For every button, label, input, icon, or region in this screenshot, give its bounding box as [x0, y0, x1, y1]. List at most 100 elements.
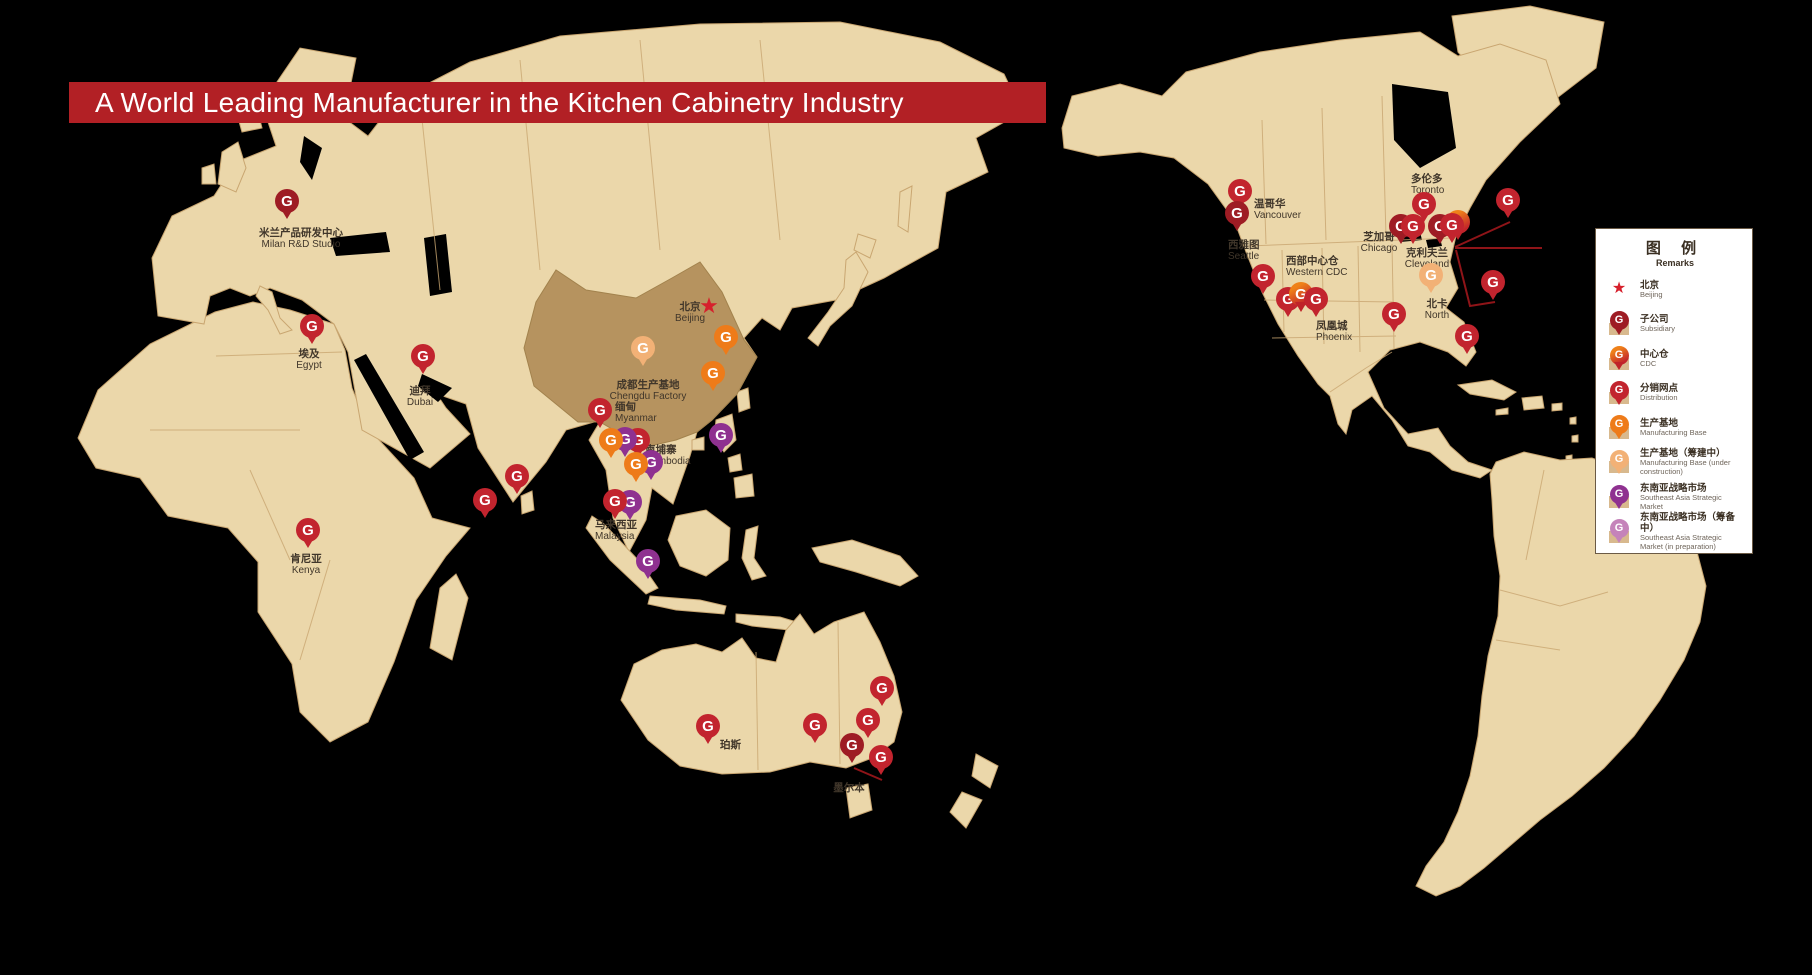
legend-item-distribution: G 分销网点 Distribution — [1604, 376, 1746, 411]
island-newguinea — [811, 539, 919, 587]
pin-letter: G — [645, 453, 657, 471]
legend-title-zh: 图 例 — [1645, 240, 1705, 257]
legend-item-sea-market: G 东南亚战略市场 Southeast Asia Strategic Marke… — [1604, 480, 1746, 515]
pin-letter: G — [720, 328, 732, 346]
inland-seas — [300, 84, 1456, 460]
legend-panel: 图 例 Remarks ★ 北京 Beijing G 子公司 Subsidiar… — [1595, 228, 1753, 554]
leader-line-2 — [1455, 249, 1496, 308]
map-pin-canberra: G — [856, 708, 880, 732]
island-taiwan — [736, 387, 751, 413]
map-pin-melbourne: G — [840, 733, 864, 757]
label-en: Chicago — [1360, 243, 1398, 254]
label-zh: 西雅图 — [1228, 239, 1260, 251]
map-pin-milan-rd-studio: G — [275, 189, 299, 213]
map-label-melbourne: 墨尔本 — [833, 782, 865, 794]
map-pin-florida: G — [1455, 324, 1479, 348]
continents — [77, 5, 1707, 897]
label-zh: 多伦多 — [1411, 173, 1443, 185]
map-pin-tasman-offset: G — [869, 745, 893, 769]
island-hispaniola — [1521, 395, 1545, 411]
pin-letter: G — [594, 401, 606, 419]
island-nz-south — [949, 791, 983, 829]
map-pin-chengdu-factory: G — [631, 336, 655, 360]
label-zh: 凤凰城 — [1316, 320, 1348, 332]
headline-banner: A World Leading Manufacturer in the Kitc… — [69, 82, 1046, 123]
legend-label-zh: 中心仓 — [1640, 348, 1669, 360]
label-zh: 成都生产基地 — [616, 379, 680, 391]
legend-label-en: Subsidiary — [1640, 324, 1676, 334]
pin-letter: G — [632, 431, 644, 449]
label-en: Western CDC — [1286, 267, 1348, 278]
label-en: Toronto — [1411, 185, 1445, 196]
label-en: Seattle — [1228, 251, 1260, 262]
island-sakhalin — [897, 185, 913, 233]
distribution-pin-icon: G — [1604, 378, 1634, 408]
persian-gulf — [418, 374, 452, 402]
hudson-bay — [1392, 84, 1456, 168]
pin-letter: G — [1388, 305, 1400, 323]
label-en: Chengdu Factory — [609, 391, 687, 402]
island-nz-north — [971, 753, 999, 789]
pin-letter: G — [1234, 182, 1246, 200]
leader-line-0 — [1454, 221, 1511, 248]
label-zh: 温哥华 — [1254, 198, 1286, 210]
sea-market-prep-pin-icon: G — [1604, 517, 1634, 547]
label-en: Myanmar — [615, 413, 657, 424]
map-label-malaysia: 马来西亚 Malaysia — [595, 519, 637, 542]
beijing-star-icon: ★ — [1611, 280, 1627, 298]
pin-letter: G — [479, 491, 491, 509]
map-pin-indonesia-sea-market: G — [636, 549, 660, 573]
map-pin-phoenix-east: G — [1304, 287, 1328, 311]
island-java — [647, 595, 727, 615]
map-label-milan: 米兰产品研发中心 Milan R&D Studio — [259, 227, 343, 250]
map-pin-toronto: G — [1412, 192, 1436, 216]
map-pin-india-south: G — [505, 464, 529, 488]
label-en: Milan R&D Studio — [261, 239, 341, 250]
map-pin-adelaide: G — [803, 713, 827, 737]
legend-label-zh: 子公司 — [1640, 314, 1669, 326]
map-pin-texas: G — [1382, 302, 1406, 326]
pin-letter: G — [609, 492, 621, 510]
manufacturing-pin-icon: G — [1604, 413, 1634, 443]
peninsula-italy — [255, 285, 293, 335]
legend-item-manufacturing: G 生产基地 Manufacturing Base — [1604, 411, 1746, 446]
map-pin-egypt: G — [300, 314, 324, 338]
label-zh: 珀斯 — [720, 739, 741, 751]
pin-letter: G — [715, 426, 727, 444]
black-sea — [330, 232, 390, 256]
label-en: Vancouver — [1254, 210, 1302, 221]
label-zh: 墨尔本 — [833, 782, 865, 794]
island-japan — [807, 251, 869, 347]
headline-text: A World Leading Manufacturer in the Kitc… — [95, 86, 904, 118]
pin-letter: G — [281, 192, 293, 210]
map-pin-myanmar: G — [588, 398, 612, 422]
map-label-myanmar: 缅甸 Myanmar — [615, 401, 657, 424]
pin-letter: G — [630, 455, 642, 473]
island-sumatra — [585, 515, 659, 595]
map-pin-atlantic-offset-lower: G — [1481, 270, 1505, 294]
country-borders — [150, 39, 1609, 771]
island-puertorico — [1551, 402, 1563, 412]
map-pin-indian-ocean: G — [473, 488, 497, 512]
legend-label-zh: 东南亚战略市场 — [1640, 483, 1707, 495]
label-en: Dubai — [406, 397, 434, 408]
legend-label-zh: 东南亚战略市场（筹备中） — [1640, 512, 1736, 535]
subsidiary-pin-icon: G — [1604, 309, 1634, 339]
map-label-beijing: 北京 Beijing — [675, 301, 705, 324]
island-borneo — [667, 509, 731, 577]
pin-letter: G — [642, 552, 654, 570]
island-srilanka — [520, 490, 535, 515]
map-label-chengdu: 成都生产基地 Chengdu Factory — [610, 379, 687, 402]
leader-lines — [853, 221, 1542, 781]
pin-letter: G — [1407, 217, 1419, 235]
pin-letter: G — [846, 736, 858, 754]
map-pin-chicago-east: G — [1401, 214, 1425, 238]
pin-letter: G — [1257, 267, 1269, 285]
island-madagascar — [429, 573, 469, 661]
island-uk — [217, 141, 247, 193]
map-pin-indochina-base: G — [624, 452, 648, 476]
pin-letter: G — [1487, 273, 1499, 291]
legend-label-zh: 北京 — [1640, 279, 1660, 291]
